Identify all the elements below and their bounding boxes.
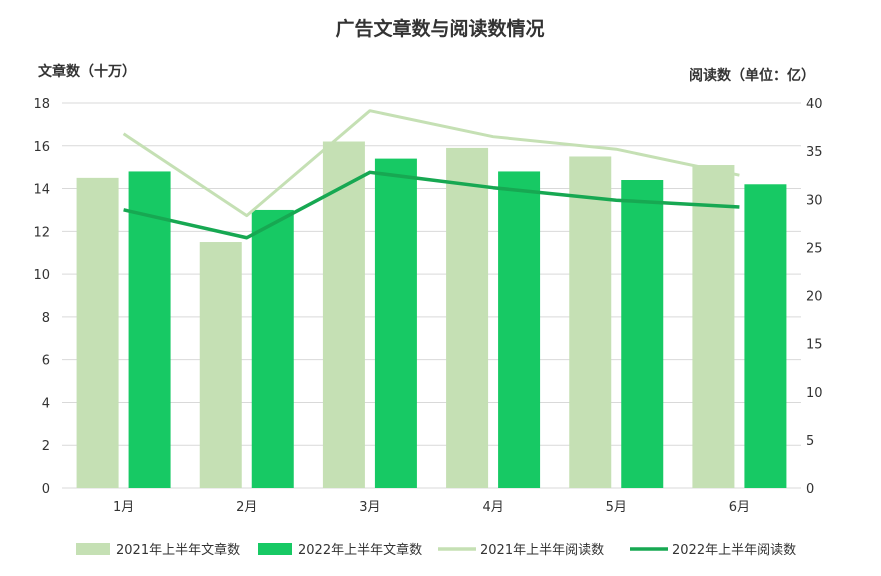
x-tick-label: 6月 <box>729 500 750 515</box>
bar-2021-articles <box>692 165 735 488</box>
legend-label: 2022年上半年阅读数 <box>672 543 796 558</box>
bar-2021-articles <box>199 242 242 488</box>
y-right-tick-label: 15 <box>806 338 823 353</box>
x-tick-label: 2月 <box>236 500 257 515</box>
y-left-tick-label: 10 <box>33 268 50 283</box>
y-left-tick-label: 12 <box>33 225 50 240</box>
line-2021-reads <box>122 109 740 218</box>
bar-2021-articles <box>569 156 612 488</box>
bar-2021-articles <box>76 177 119 488</box>
bar-2021-articles <box>322 141 365 488</box>
y-right-tick-label: 40 <box>806 97 823 112</box>
legend: 2021年上半年文章数 2022年上半年文章数 2021年上半年阅读数 2022年上半… <box>76 542 796 558</box>
legend-swatch <box>76 543 110 555</box>
y-right-tick-label: 5 <box>806 434 814 449</box>
x-tick-label: 4月 <box>482 500 503 515</box>
y-left-tick-label: 8 <box>42 311 50 326</box>
y-left-tick-label: 4 <box>42 396 50 411</box>
legend-label: 2021年上半年阅读数 <box>480 543 604 558</box>
y-left-tick-label: 14 <box>33 183 50 198</box>
y-left-tick-label: 2 <box>42 439 50 454</box>
y-right-tick-label: 30 <box>806 193 823 208</box>
y-right-tick-label: 10 <box>806 386 823 401</box>
bar-2022-articles <box>251 209 294 488</box>
legend-label: 2021年上半年文章数 <box>116 542 240 558</box>
bar-2022-articles <box>128 171 171 488</box>
legend-label: 2022年上半年文章数 <box>298 542 422 558</box>
x-tick-label: 1月 <box>113 500 134 515</box>
y-left-axis-title: 文章数（十万） <box>38 63 136 80</box>
y-right-tick-label: 20 <box>806 290 823 305</box>
x-tick-label: 3月 <box>359 500 380 515</box>
lines <box>122 109 740 240</box>
bar-2021-articles <box>446 147 489 488</box>
y-right-tick-label: 0 <box>806 482 814 497</box>
chart-title: 广告文章数与阅读数情况 <box>335 17 544 40</box>
bar-2022-articles <box>744 184 787 488</box>
y-right-tick-label: 35 <box>806 145 823 160</box>
y-right-tick-label: 25 <box>806 241 823 256</box>
y-left-tick-label: 18 <box>33 97 50 112</box>
grid-lines <box>62 102 801 489</box>
y-right-axis-title: 阅读数（单位：亿） <box>689 67 815 84</box>
bar-2022-articles <box>621 180 664 488</box>
y-left-tick-label: 6 <box>42 354 50 369</box>
y-left-tick-label: 0 <box>42 482 50 497</box>
bar-2022-articles <box>498 171 541 488</box>
x-tick-label: 5月 <box>606 500 627 515</box>
bar-2022-articles <box>374 158 417 488</box>
axis-ticks: 0 2 4 6 8 10 12 14 16 18 0 5 10 15 20 25 30 35 40 1月 2月 3月 4月 5… <box>33 97 822 515</box>
y-left-tick-label: 16 <box>33 140 50 155</box>
line-2022-reads <box>123 170 740 240</box>
legend-swatch <box>258 543 292 555</box>
bars <box>76 141 787 488</box>
